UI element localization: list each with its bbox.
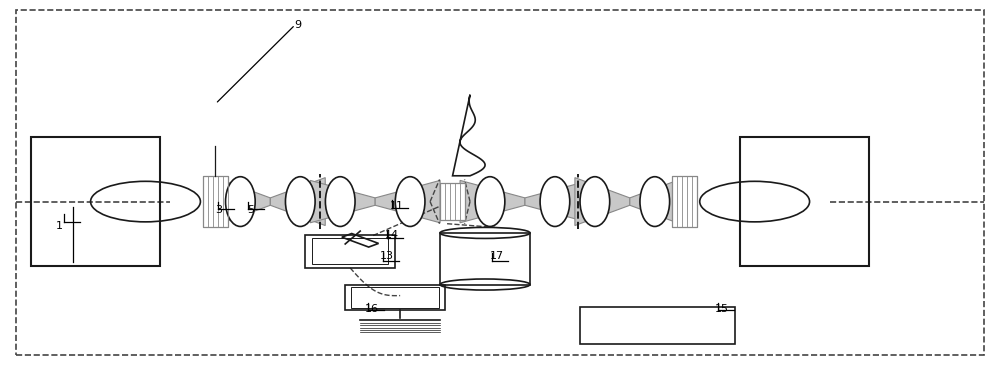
Polygon shape	[630, 178, 685, 226]
Polygon shape	[270, 178, 325, 226]
Ellipse shape	[540, 177, 570, 226]
Bar	[740, 137, 869, 266]
Bar	[312, 238, 388, 264]
Text: 15: 15	[715, 304, 729, 314]
Bar	[31, 137, 160, 266]
Polygon shape	[525, 181, 590, 223]
Ellipse shape	[285, 177, 315, 226]
Polygon shape	[575, 178, 630, 226]
Text: 17: 17	[490, 251, 504, 261]
Bar	[305, 235, 395, 268]
Polygon shape	[460, 181, 525, 223]
Bar	[345, 285, 445, 310]
Ellipse shape	[226, 177, 255, 226]
Ellipse shape	[475, 177, 505, 226]
Polygon shape	[215, 178, 270, 226]
Text: 1: 1	[56, 221, 63, 231]
Polygon shape	[310, 181, 375, 223]
Text: 13: 13	[380, 251, 394, 261]
Bar	[672, 176, 697, 228]
Text: 16: 16	[365, 304, 379, 314]
Bar	[203, 176, 228, 228]
Polygon shape	[375, 181, 440, 223]
Bar	[580, 307, 735, 343]
Bar	[440, 183, 465, 220]
Bar	[351, 287, 439, 308]
Text: 9: 9	[294, 20, 301, 30]
Text: 14: 14	[385, 231, 399, 240]
Ellipse shape	[325, 177, 355, 226]
Ellipse shape	[580, 177, 610, 226]
Ellipse shape	[640, 177, 670, 226]
Ellipse shape	[395, 177, 425, 226]
Text: 11: 11	[390, 201, 404, 211]
Bar	[440, 233, 530, 285]
Text: 5: 5	[247, 205, 254, 215]
Text: 3: 3	[215, 205, 222, 215]
